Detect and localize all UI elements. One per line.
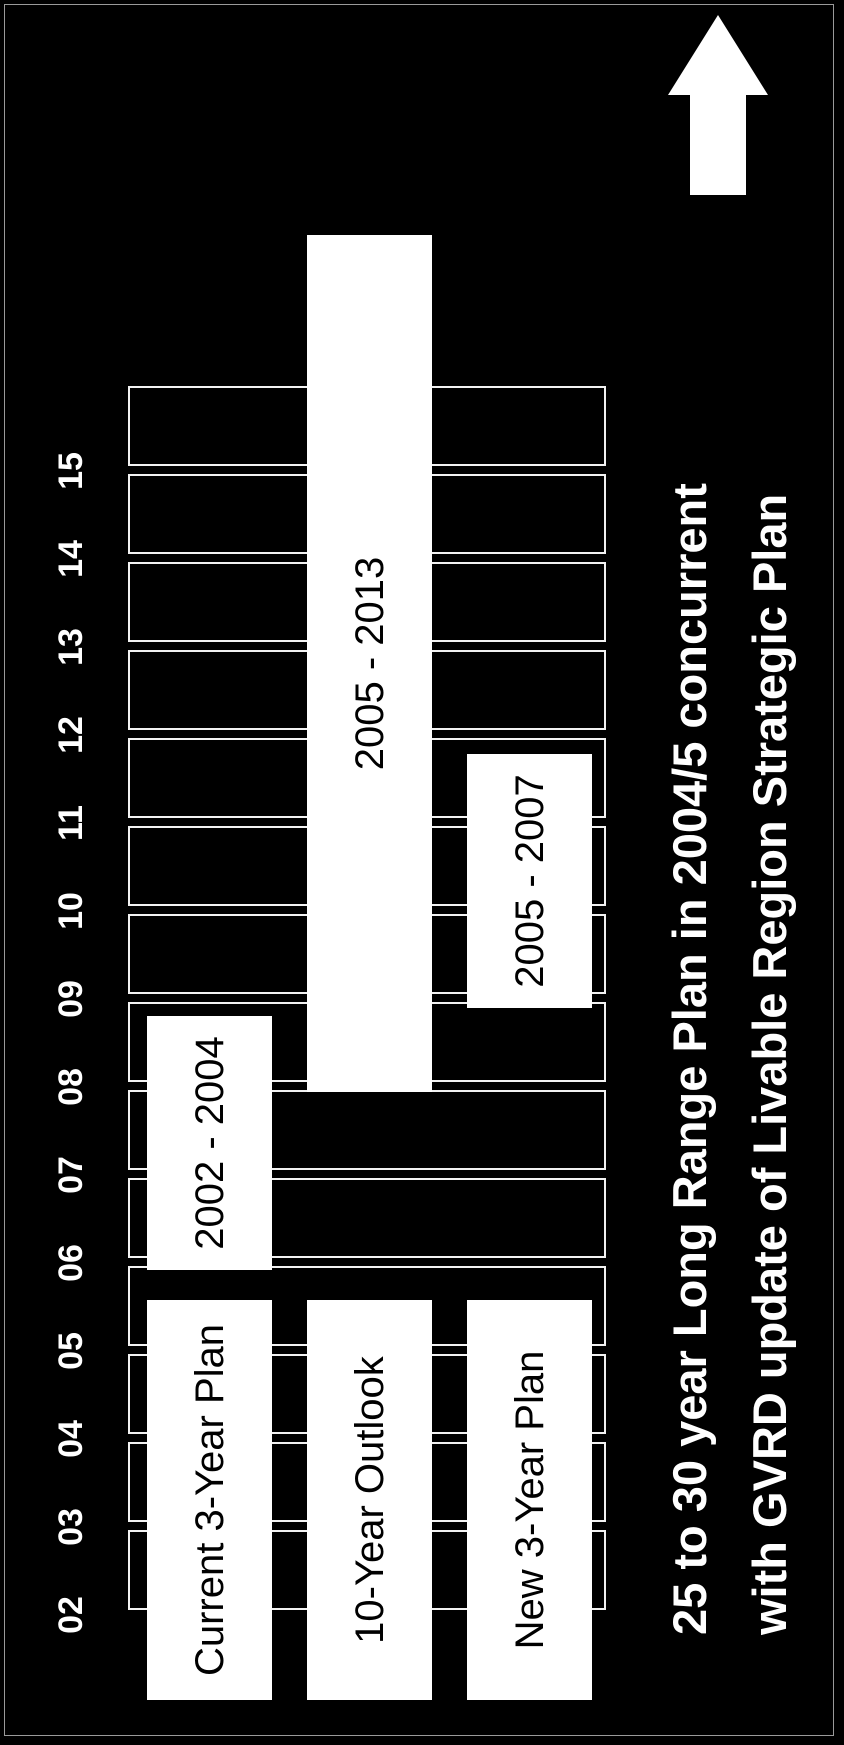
year-label-15: 15 [52, 452, 90, 490]
bar-10-year-outlook: 2005 - 2013 [307, 235, 432, 1092]
note-line-2: with GVRD update of Livable Region Strat… [743, 493, 796, 1635]
row-label-10-year-outlook: 10-Year Outlook [307, 1300, 432, 1700]
year-label-12: 12 [52, 716, 90, 754]
up-arrow-icon [668, 15, 768, 195]
note-line-1: 25 to 30 year Long Range Plan in 2004/5 … [663, 483, 716, 1635]
year-label-13: 13 [52, 628, 90, 666]
row-label-current-3-year-plan: Current 3-Year Plan [147, 1300, 272, 1700]
year-label-04: 04 [52, 1420, 90, 1458]
year-label-09: 09 [52, 980, 90, 1018]
year-label-10: 10 [52, 892, 90, 930]
bar-new-3-year-plan: 2005 - 2007 [467, 754, 592, 1008]
year-label-05: 05 [52, 1332, 90, 1370]
year-label-11: 11 [52, 805, 90, 841]
year-label-06: 06 [52, 1244, 90, 1282]
year-label-03: 03 [52, 1508, 90, 1546]
year-label-08: 08 [52, 1068, 90, 1106]
year-label-02: 02 [52, 1596, 90, 1634]
row-label-new-3-year-plan: New 3-Year Plan [467, 1300, 592, 1700]
year-label-14: 14 [52, 540, 90, 578]
page-frame [4, 4, 834, 1736]
year-label-07: 07 [52, 1156, 90, 1194]
bar-current-3-year-plan: 2002 - 2004 [147, 1016, 272, 1270]
